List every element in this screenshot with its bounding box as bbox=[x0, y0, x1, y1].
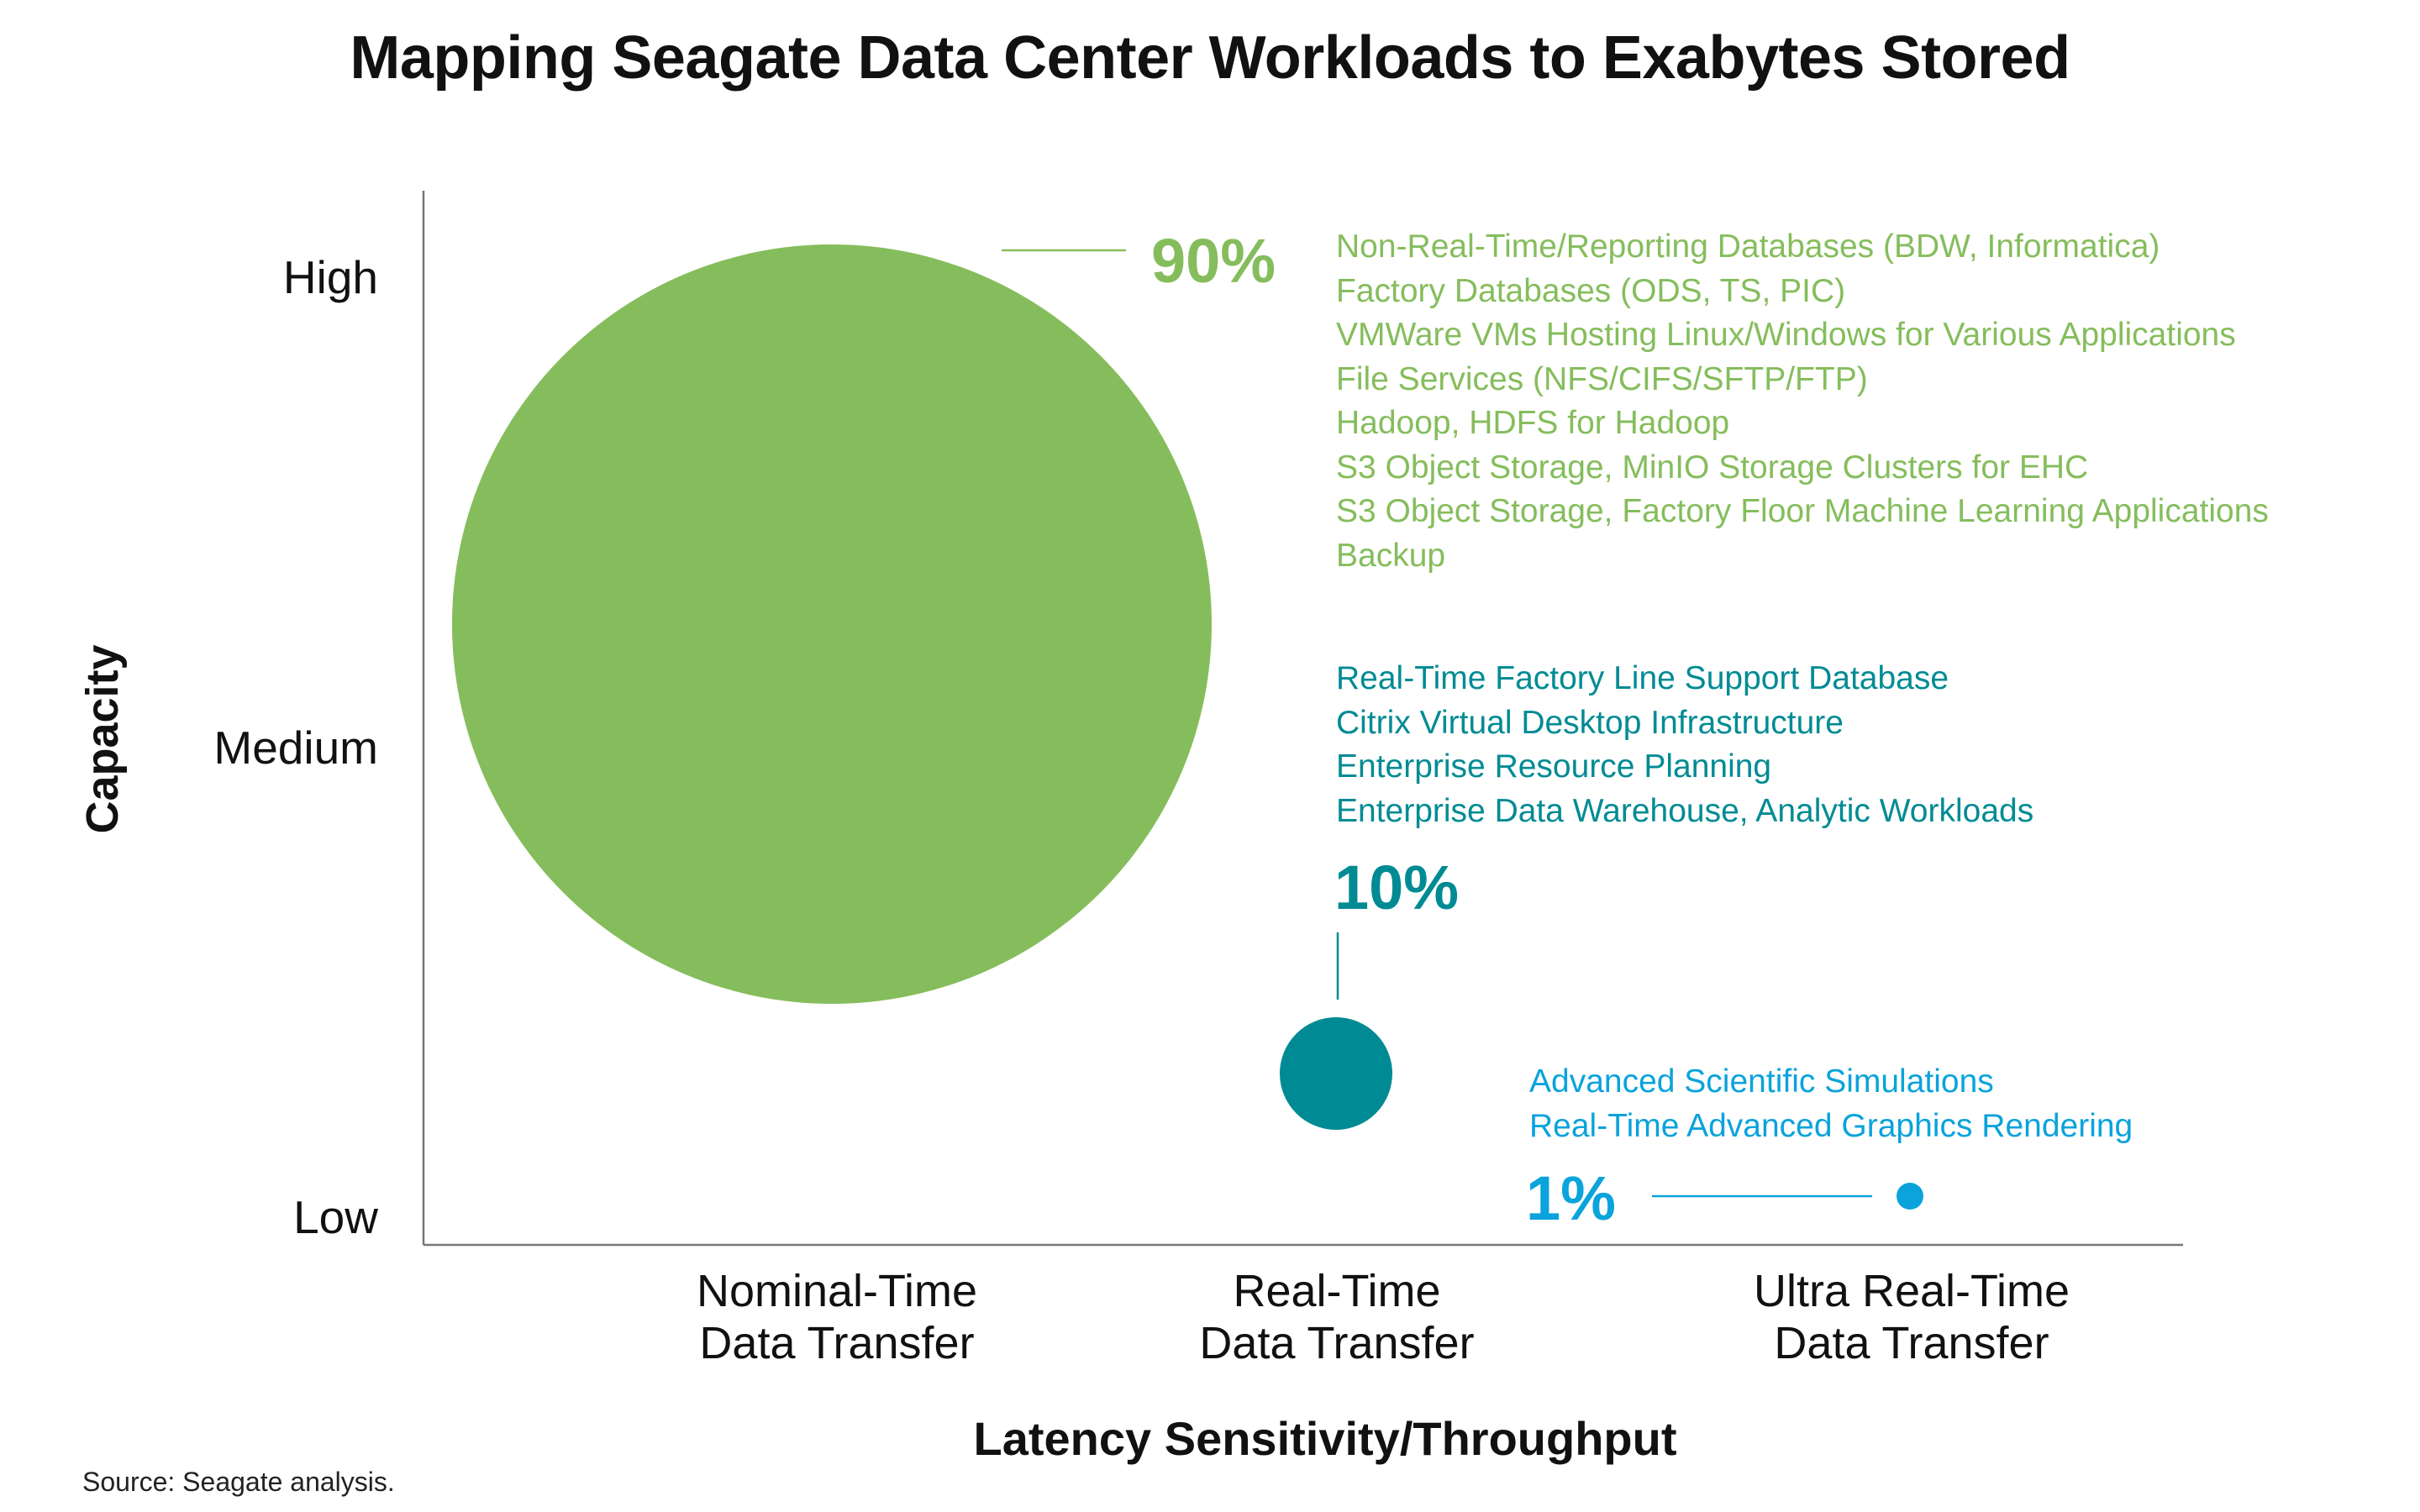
workload-item: Advanced Scientific Simulations bbox=[1529, 1063, 1994, 1100]
workload-list-1: Advanced Scientific Simulations Real-Tim… bbox=[1529, 1060, 2133, 1148]
workload-item: S3 Object Storage, Factory Floor Machine… bbox=[1336, 493, 2269, 529]
workload-list-10: Real-Time Factory Line Support Database … bbox=[1336, 657, 2033, 833]
workload-item: Non-Real-Time/Reporting Databases (BDW, … bbox=[1336, 228, 2160, 265]
workload-item: S3 Object Storage, MinIO Storage Cluster… bbox=[1336, 449, 2089, 486]
x-tick-real-time: Real-Time Data Transfer bbox=[1199, 1266, 1475, 1368]
workload-item: Backup bbox=[1336, 537, 1446, 574]
y-tick-high: High bbox=[282, 251, 378, 303]
workload-item: Citrix Virtual Desktop Infrastructure bbox=[1336, 704, 1844, 741]
percent-label-90: 90% bbox=[1151, 226, 1276, 296]
percent-label-1: 1% bbox=[1526, 1163, 1616, 1233]
x-axis-title: Latency Sensitivity/Throughput bbox=[973, 1412, 1677, 1465]
bubble-10-percent bbox=[1280, 1017, 1392, 1130]
workload-item: Real-Time Factory Line Support Database bbox=[1336, 660, 1949, 696]
bubble-90-percent bbox=[452, 244, 1212, 1004]
x-tick-nominal-time: Nominal-Time Data Transfer bbox=[696, 1266, 978, 1368]
workload-item: Enterprise Resource Planning bbox=[1336, 748, 1772, 785]
percent-label-10: 10% bbox=[1334, 853, 1460, 922]
y-tick-medium: Medium bbox=[213, 722, 378, 774]
x-tick-ultra-real-time: Ultra Real-Time Data Transfer bbox=[1753, 1266, 2070, 1368]
workload-item: VMWare VMs Hosting Linux/Windows for Var… bbox=[1336, 317, 2236, 353]
y-tick-low: Low bbox=[293, 1191, 378, 1243]
source-note: Source: Seagate analysis. bbox=[82, 1467, 395, 1497]
workload-item: Enterprise Data Warehouse, Analytic Work… bbox=[1336, 792, 2034, 829]
bubble-1-percent bbox=[1897, 1183, 1923, 1210]
workload-item: Hadoop, HDFS for Hadoop bbox=[1336, 405, 1730, 441]
workload-list-90: Non-Real-Time/Reporting Databases (BDW, … bbox=[1336, 225, 2269, 578]
workload-item: File Services (NFS/CIFS/SFTP/FTP) bbox=[1336, 360, 1868, 397]
workload-item: Factory Databases (ODS, TS, PIC) bbox=[1336, 272, 1846, 309]
chart-title: Mapping Seagate Data Center Workloads to… bbox=[350, 24, 2070, 92]
workload-item: Real-Time Advanced Graphics Rendering bbox=[1529, 1107, 2133, 1144]
